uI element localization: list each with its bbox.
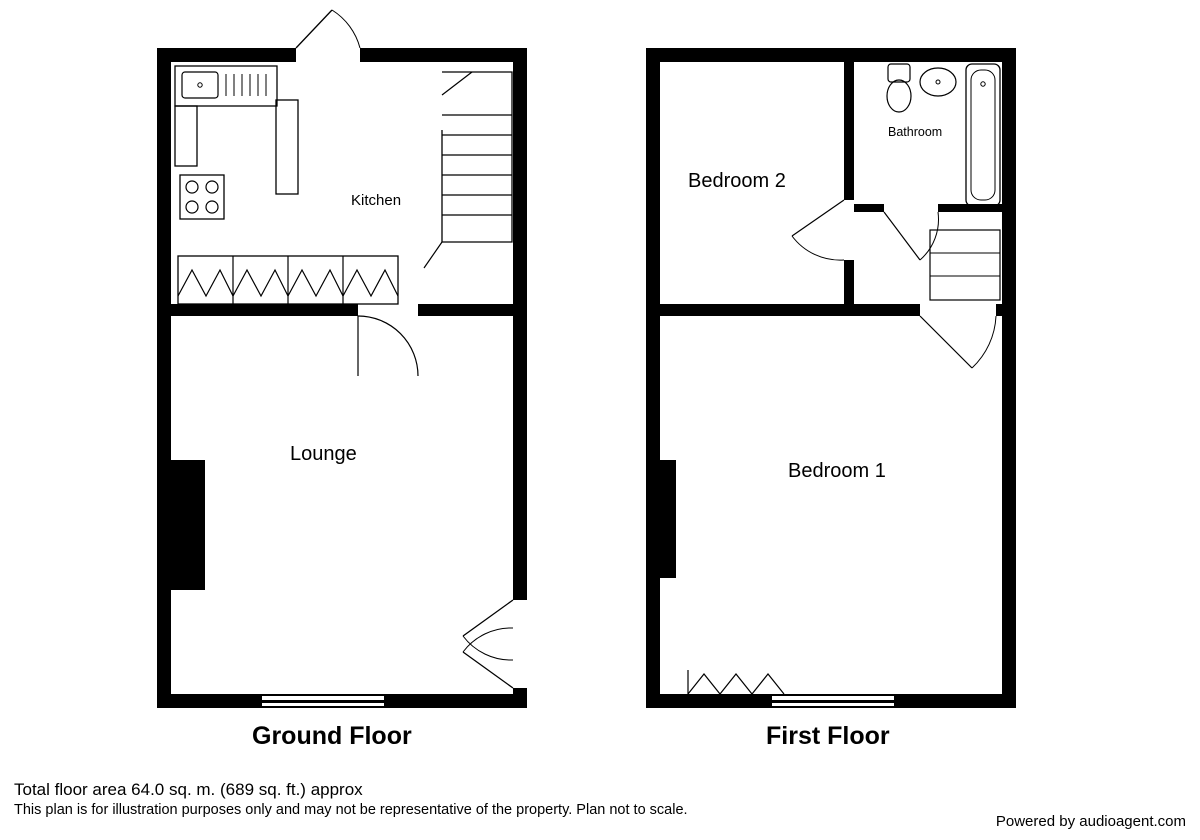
bathroom-label: Bathroom: [888, 125, 942, 139]
footer-powered: Powered by audioagent.com: [996, 813, 1186, 830]
bedroom1-label: Bedroom 1: [788, 460, 886, 483]
ground-stairs: [424, 72, 512, 268]
kitchen-label: Kitchen: [351, 192, 401, 209]
first-stairs: [930, 230, 1000, 300]
floorplan-svg: [0, 0, 1200, 840]
ground-floor-group: [157, 10, 527, 708]
bifold-cupboards: [178, 256, 398, 304]
first-floor-title: First Floor: [766, 722, 890, 751]
first-floor-group: [646, 48, 1016, 708]
ground-floor-title: Ground Floor: [252, 722, 412, 751]
bedroom2-label: Bedroom 2: [688, 170, 786, 193]
floorplan-canvas: Kitchen Lounge Bedroom 2 Bedroom 1 Bathr…: [0, 0, 1200, 840]
lounge-label: Lounge: [290, 443, 357, 466]
footer-area: Total floor area 64.0 sq. m. (689 sq. ft…: [14, 780, 1186, 800]
footer: Total floor area 64.0 sq. m. (689 sq. ft…: [14, 780, 1186, 830]
